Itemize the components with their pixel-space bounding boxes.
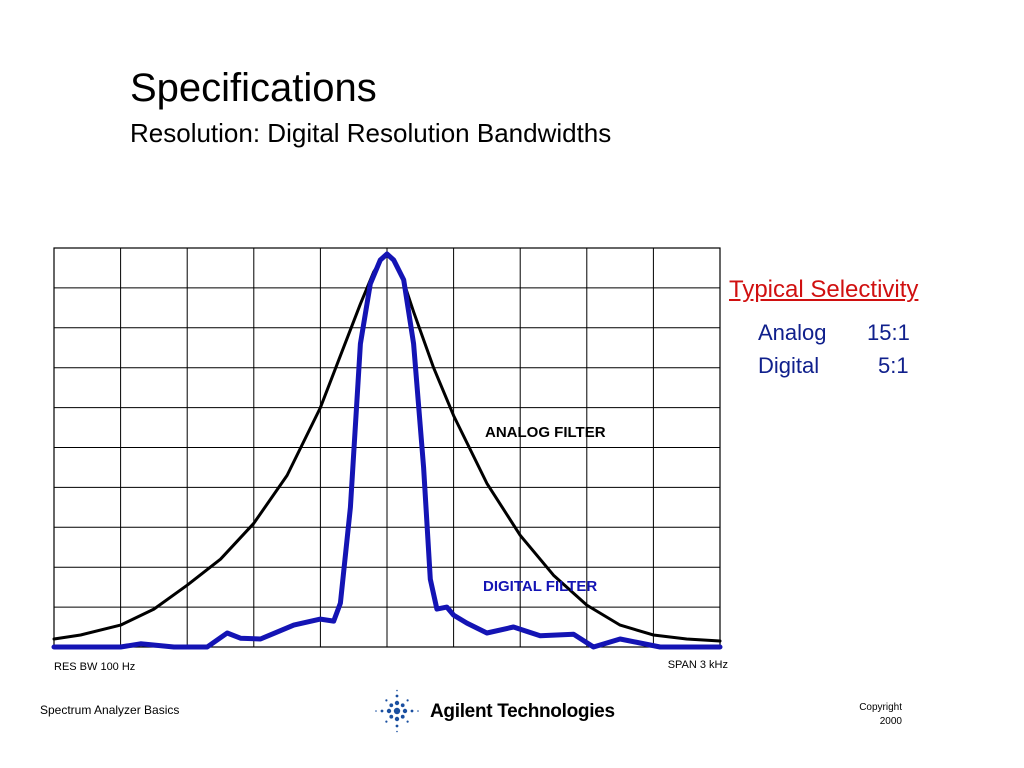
agilent-logo: Agilent Technologies [372,688,615,734]
slide-title: Specifications [130,66,377,110]
selectivity-row-analog: Analog 15:1 [758,320,910,346]
selectivity-heading: Typical Selectivity [729,276,919,303]
digital-filter-label: DIGITAL FILTER [483,578,597,595]
copyright-notice: Copyright 2000 [859,701,902,729]
agilent-spark-icon [375,689,419,733]
footer-course-title: Spectrum Analyzer Basics [40,703,180,717]
copyright-label: Copyright [859,702,902,713]
res-bw-label: RES BW 100 Hz [54,661,135,673]
slide-subtitle: Resolution: Digital Resolution Bandwidth… [130,118,612,148]
digital-filter-trace [51,251,723,650]
selectivity-value: 15:1 [867,320,910,345]
logo-wordmark: Agilent Technologies [430,701,615,722]
selectivity-value: 5:1 [878,353,909,378]
span-label: SPAN 3 kHz [668,659,728,671]
selectivity-label: Digital [758,353,820,378]
selectivity-row-digital: Digital 5:1 [758,353,909,379]
selectivity-label: Analog [758,320,827,345]
copyright-year: 2000 [879,716,902,727]
analog-filter-label: ANALOG FILTER [485,424,606,441]
